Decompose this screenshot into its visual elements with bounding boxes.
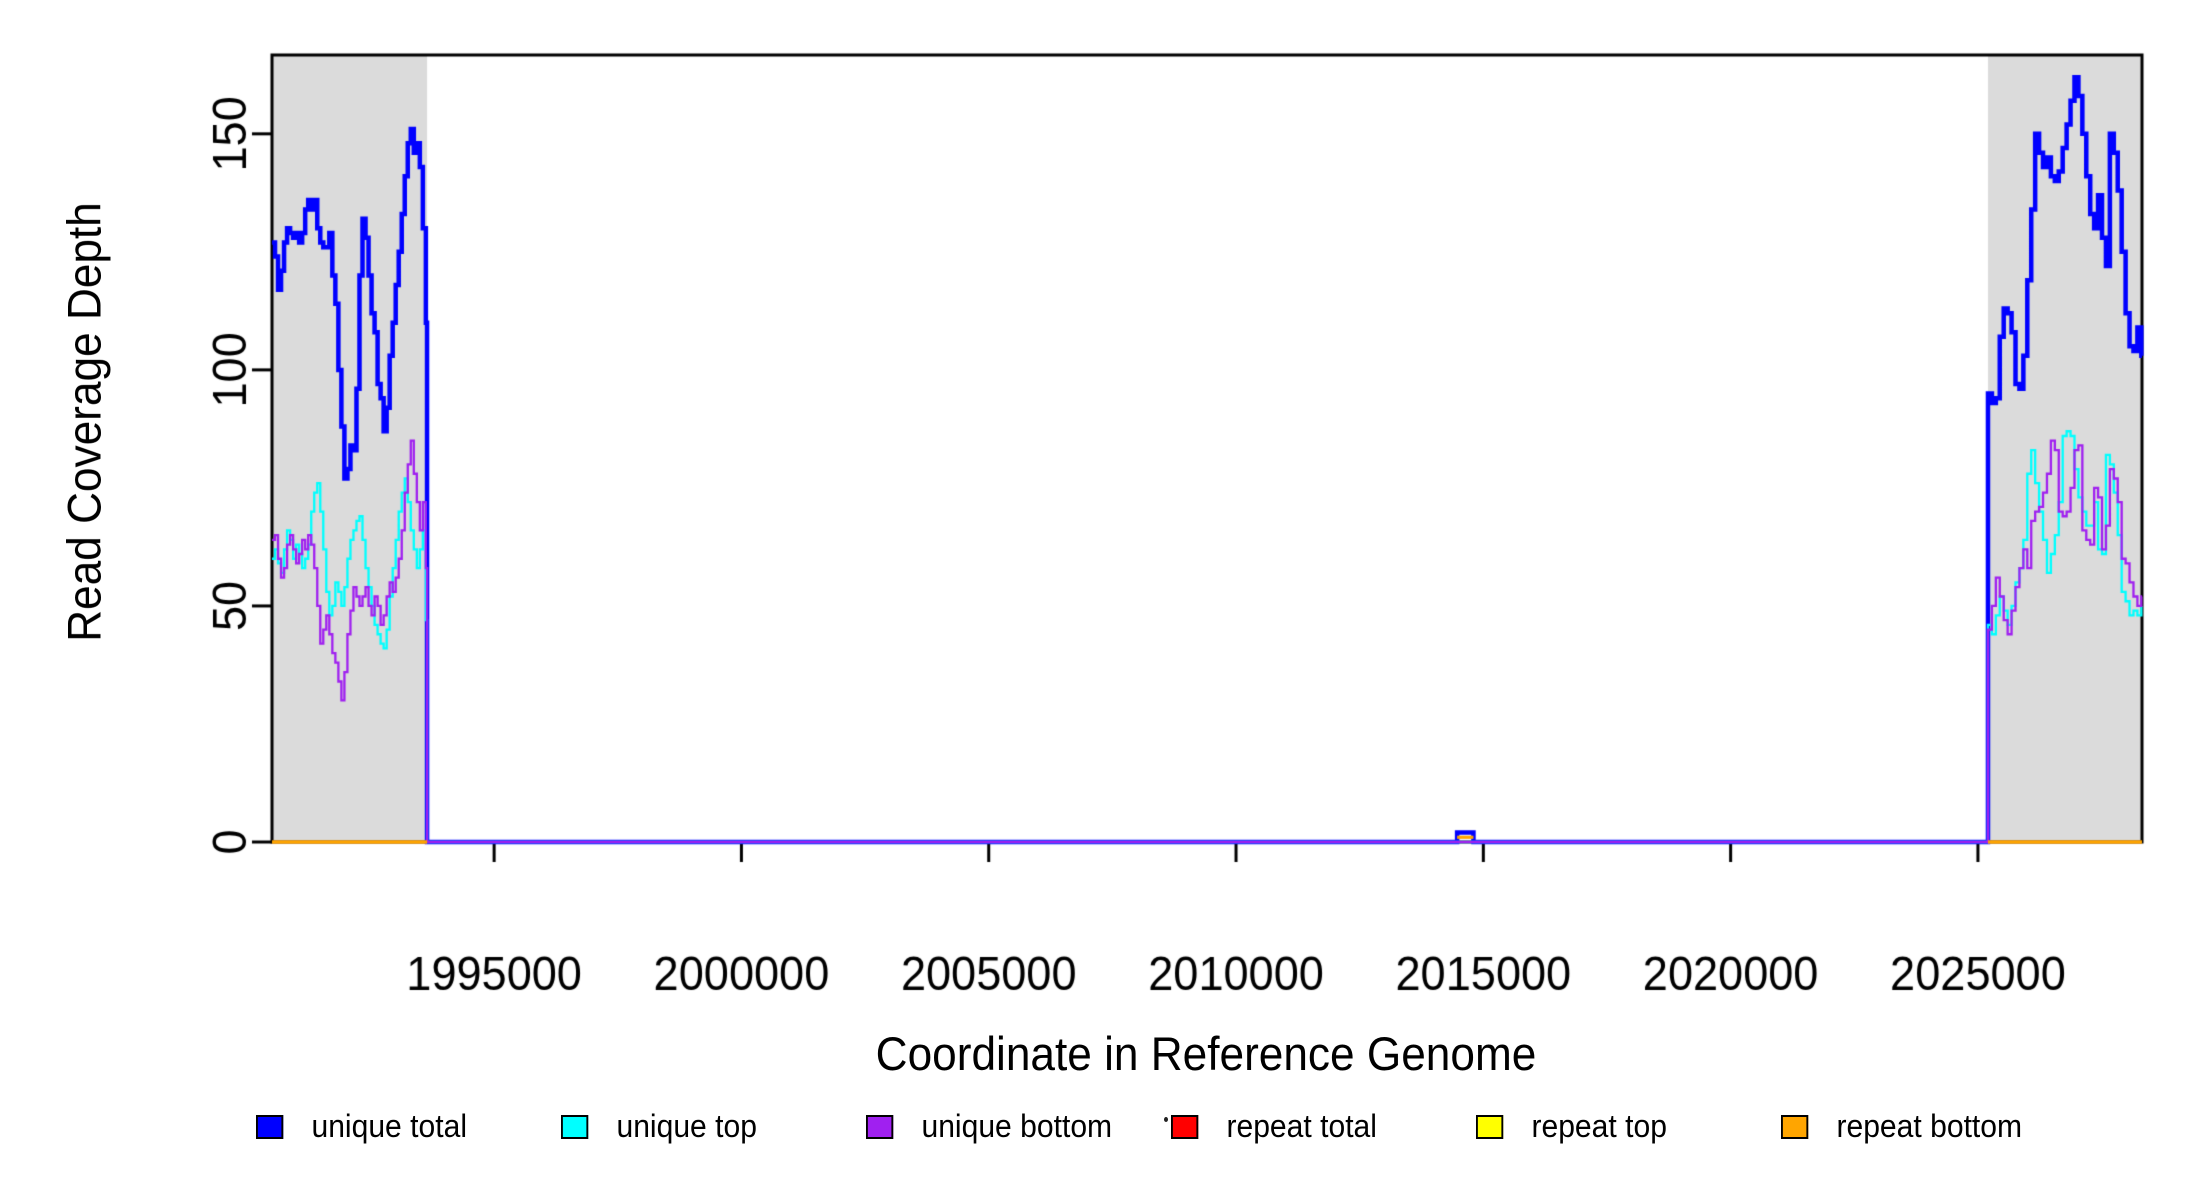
legend-item-repeat-bottom: repeat bottom xyxy=(1781,1108,2068,1145)
y-axis-title: Read Coverage Depth xyxy=(57,202,111,642)
legend-label-repeat-top: repeat top xyxy=(1531,1108,1667,1144)
unique-bottom-swatch xyxy=(866,1114,894,1139)
legend-label-repeat-total: repeat total xyxy=(1226,1108,1377,1144)
legend-item-unique-bottom: unique bottom xyxy=(866,1108,1153,1145)
legend-label-unique-top: unique top xyxy=(616,1108,757,1144)
unique-top-swatch xyxy=(561,1114,589,1139)
legend-item-repeat-top: repeat top xyxy=(1476,1108,1763,1145)
unique-total-swatch xyxy=(256,1114,284,1139)
plot-legend: unique total unique top unique bottom repea… xyxy=(256,1108,2086,1145)
repeat-total-swatch xyxy=(1171,1114,1199,1139)
stray-mark-dot xyxy=(1164,1117,1168,1122)
legend-label-repeat-bottom: repeat bottom xyxy=(1836,1108,2023,1144)
legend-label-unique-bottom: unique bottom xyxy=(921,1108,1113,1144)
legend-item-unique-total: unique total xyxy=(256,1108,543,1145)
legend-item-unique-top: unique top xyxy=(561,1108,848,1145)
repeat-bottom-swatch xyxy=(1781,1114,1809,1139)
x-axis-title: Coordinate in Reference Genome xyxy=(875,1027,1537,1080)
repeat-top-swatch xyxy=(1476,1114,1504,1139)
legend-label-unique-total: unique total xyxy=(311,1108,468,1144)
legend-item-repeat-total: repeat total xyxy=(1171,1108,1458,1145)
